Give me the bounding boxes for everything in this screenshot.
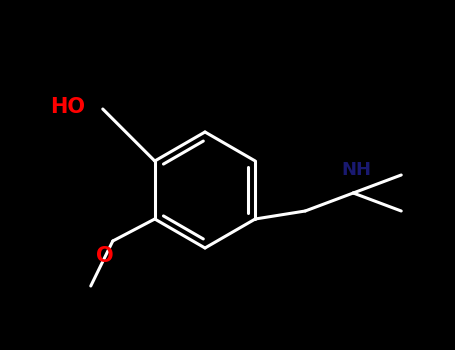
Text: O: O bbox=[96, 246, 114, 266]
Text: NH: NH bbox=[341, 161, 371, 179]
Text: HO: HO bbox=[50, 97, 85, 117]
